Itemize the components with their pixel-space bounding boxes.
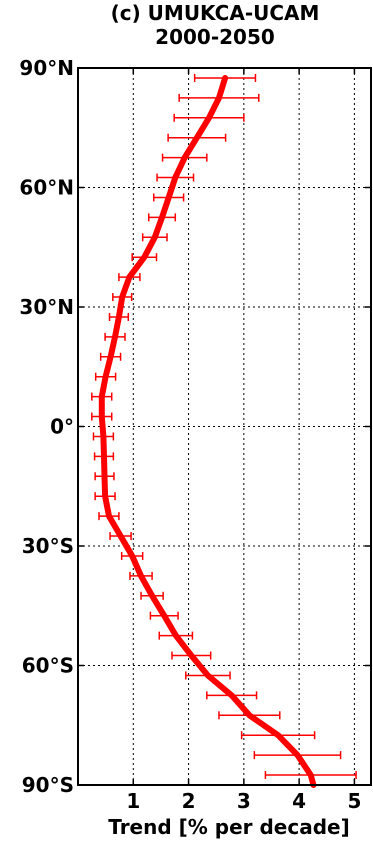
y-tick-label: 90°S bbox=[22, 773, 74, 797]
y-tick-label: 30°N bbox=[19, 295, 74, 319]
y-tick-label: 60°S bbox=[22, 654, 74, 678]
y-tick-label: 0° bbox=[50, 415, 74, 439]
y-tick-label: 60°N bbox=[19, 176, 74, 200]
y-tick-label: 30°S bbox=[22, 534, 74, 558]
y-ticks: 90°N 60°N 30°N 0° 30°S 60°S 90°S bbox=[19, 56, 371, 797]
x-tick-label: 5 bbox=[347, 789, 361, 813]
y-tick-label: 90°N bbox=[19, 56, 74, 80]
x-axis-label: Trend [% per decade] bbox=[108, 815, 350, 839]
x-tick-label: 1 bbox=[126, 789, 140, 813]
x-tick-label: 2 bbox=[182, 789, 196, 813]
chart-title-line-1: (c) UMUKCA-UCAM bbox=[111, 1, 320, 25]
trend-line bbox=[98, 75, 317, 788]
x-tick-label: 4 bbox=[292, 789, 306, 813]
chart-title-line-2: 2000-2050 bbox=[155, 25, 275, 49]
x-ticks: 1 2 3 4 5 bbox=[126, 68, 361, 813]
grid-lines bbox=[78, 67, 371, 786]
x-tick-label: 3 bbox=[237, 789, 251, 813]
